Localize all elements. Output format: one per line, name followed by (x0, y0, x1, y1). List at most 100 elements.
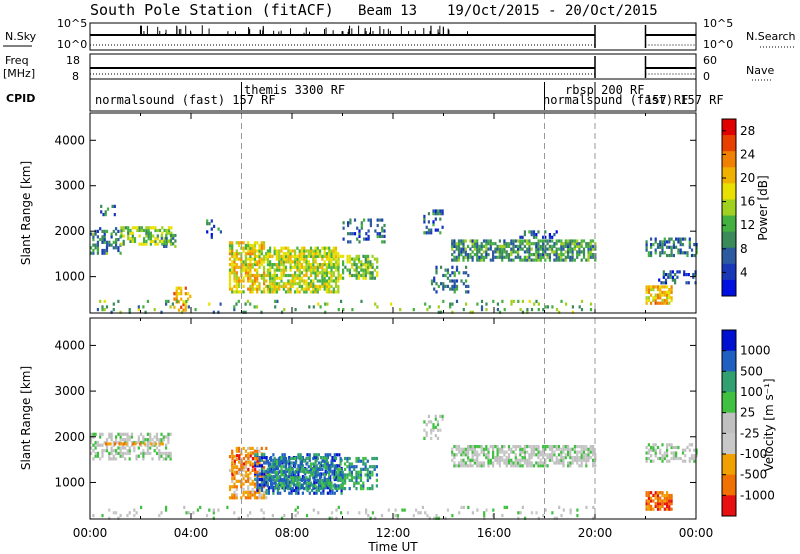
echo-cell (260, 472, 264, 476)
echo-cell (695, 251, 698, 255)
echo-cell (668, 504, 671, 508)
echo-cell (321, 271, 324, 275)
echo-cell (238, 471, 241, 475)
echo-cell (287, 478, 290, 482)
echo-cell (548, 233, 551, 237)
echo-cell (432, 423, 435, 427)
echo-cell (305, 279, 308, 283)
echo-cell (233, 474, 236, 478)
echo-cell (133, 226, 137, 230)
echo-cell (253, 496, 257, 500)
echo-cell (512, 258, 515, 262)
echo-cell (462, 250, 465, 254)
echo-cell (366, 487, 369, 491)
echo-cell (233, 290, 236, 294)
echo-cell (321, 467, 324, 471)
echo-cell (351, 308, 354, 312)
echo-cell (312, 470, 315, 474)
echo-cell (287, 484, 290, 488)
echo-cell (328, 282, 331, 286)
echo-cell (693, 243, 696, 247)
echo-cell (142, 435, 145, 439)
echo-cell (464, 453, 467, 457)
echo-cell (167, 299, 170, 303)
echo-cell (668, 245, 671, 249)
echo-cell (263, 485, 266, 489)
colorbar-segment (722, 279, 736, 297)
echo-cell (278, 282, 281, 286)
echo-cell (297, 472, 300, 476)
echo-cell (326, 491, 329, 495)
echo-cell (177, 286, 181, 290)
echo-cell (158, 514, 161, 518)
echo-cell (314, 467, 317, 471)
echo-cell (662, 275, 665, 279)
echo-cell (165, 244, 168, 248)
echo-cell (99, 457, 102, 461)
echo-cell (344, 467, 347, 471)
echo-cell (690, 456, 694, 461)
echo-cell (528, 242, 531, 246)
nsky-top-tick: 10^5 (57, 17, 87, 30)
echo-cell (437, 284, 440, 288)
echo-cell (265, 471, 268, 475)
echo-cell (161, 226, 164, 230)
echo-cell (228, 249, 232, 253)
echo-cell (537, 308, 540, 312)
echo-cell (251, 263, 254, 267)
echo-cell (294, 290, 297, 294)
echo-cell (328, 478, 331, 482)
echo-cell (258, 474, 261, 478)
echo-cell (210, 233, 213, 237)
echo-cell (544, 453, 547, 457)
echo-cell (263, 276, 266, 280)
echo-cell (305, 484, 308, 488)
echo-cell (309, 462, 313, 466)
echo-cell (565, 302, 568, 306)
echo-cell (571, 310, 574, 314)
echo-cell (517, 299, 520, 303)
echo-cell (430, 282, 434, 286)
echo-cell (670, 502, 673, 506)
echo-cell (291, 481, 294, 485)
echo-cell (94, 451, 97, 455)
echo-cell (661, 504, 664, 508)
echo-cell (571, 255, 574, 259)
echo-cell (254, 470, 257, 474)
x-tick-label: 00:00 (73, 526, 108, 540)
echo-cell (334, 487, 338, 491)
echo-cell (589, 302, 593, 306)
echo-cell (666, 245, 669, 249)
echo-cell (258, 490, 261, 494)
echo-cell (269, 284, 272, 288)
echo-cell (683, 270, 686, 274)
echo-cell (267, 491, 270, 495)
echo-cell (242, 468, 245, 472)
echo-cell (681, 451, 685, 455)
echo-cell (316, 246, 319, 250)
echo-cell (339, 462, 342, 466)
echo-cell (253, 287, 257, 291)
echo-cell (548, 235, 551, 239)
echo-cell (453, 244, 456, 248)
echo-cell (108, 435, 111, 439)
echo-cell (172, 242, 175, 246)
echo-cell (487, 239, 490, 243)
echo-cell (110, 235, 113, 239)
echo-cell (580, 258, 583, 262)
echo-cell (260, 464, 264, 468)
echo-cell (498, 447, 501, 451)
echo-cell (163, 242, 166, 246)
cpid-program-label: themis 3300 RF (244, 83, 345, 97)
echo-cell (328, 470, 331, 474)
echo-cell (510, 450, 513, 454)
echo-cell (247, 271, 250, 275)
echo-cell (247, 279, 250, 283)
echo-cell (478, 461, 481, 465)
echo-cell (262, 516, 265, 520)
echo-cell (174, 244, 177, 248)
echo-cell (313, 491, 316, 495)
echo-cell (376, 273, 379, 278)
echo-cell (555, 445, 558, 449)
echo-cell (300, 287, 303, 291)
